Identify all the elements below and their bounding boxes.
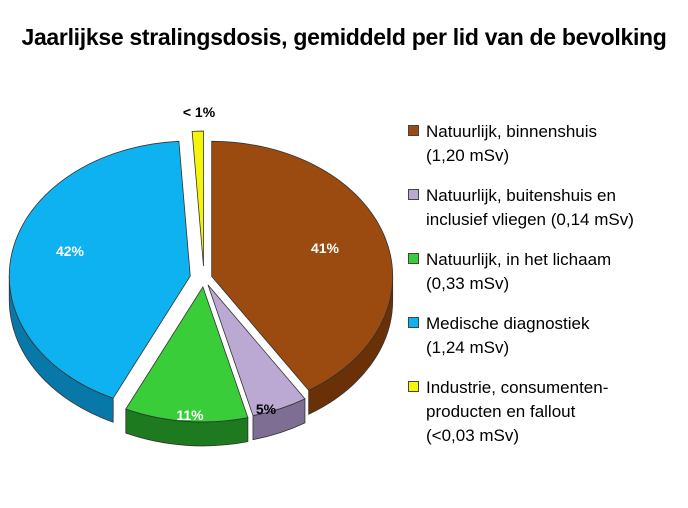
pie-slice-1 bbox=[207, 284, 306, 417]
legend-item-1: Natuurlijk, buitenshuis en inclusief vlie… bbox=[408, 184, 680, 232]
legend-swatch bbox=[408, 317, 419, 328]
legend-item-4: Industrie, consumenten-producten en fall… bbox=[408, 376, 680, 448]
legend-item-0: Natuurlijk, binnenshuis (1,20 mSv) bbox=[408, 120, 680, 168]
slice-label-0: 41% bbox=[311, 240, 340, 256]
legend-swatch bbox=[408, 125, 419, 136]
legend-label: Natuurlijk, in het lichaam (0,33 mSv) bbox=[426, 250, 612, 293]
chart-title: Jaarlijkse stralingsdosis, gemiddeld per… bbox=[21, 24, 667, 50]
legend-label: Natuurlijk, binnenshuis (1,20 mSv) bbox=[426, 122, 598, 165]
slice-label-4: < 1% bbox=[183, 104, 216, 120]
legend-swatch bbox=[408, 381, 419, 392]
pie-slice-0 bbox=[211, 140, 394, 391]
legend-swatch bbox=[408, 189, 419, 200]
legend: Natuurlijk, binnenshuis (1,20 mSv) Natuurl… bbox=[408, 120, 680, 464]
slice-label-2: 11% bbox=[176, 407, 204, 423]
legend-swatch bbox=[408, 253, 419, 264]
legend-label: Industrie, consumenten-producten en fall… bbox=[426, 378, 609, 445]
pie-slice-2 bbox=[125, 285, 249, 423]
legend-label: Natuurlijk, buitenshuis en inclusief vlie… bbox=[426, 186, 634, 229]
slice-label-1: 5% bbox=[256, 401, 277, 417]
pie-slice-3 bbox=[8, 140, 191, 399]
slice-label-3: 42% bbox=[56, 243, 85, 259]
pie-slice-4 bbox=[191, 130, 204, 267]
legend-item-3: Medische diagnostiek (1,24 mSv) bbox=[408, 312, 680, 360]
legend-item-2: Natuurlijk, in het lichaam (0,33 mSv) bbox=[408, 248, 680, 296]
legend-label: Medische diagnostiek (1,24 mSv) bbox=[426, 314, 590, 357]
